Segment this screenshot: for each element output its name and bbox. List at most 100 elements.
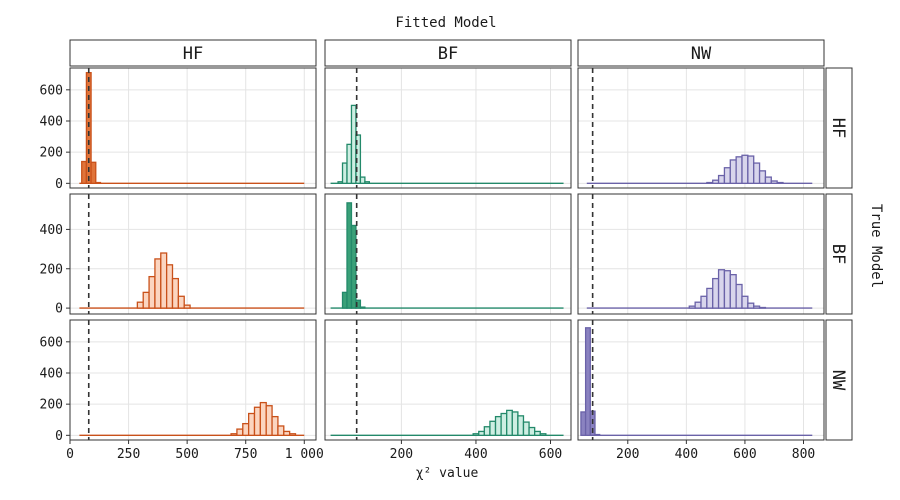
histogram-bar (753, 305, 761, 309)
strip-label-fitted-hf: HF (183, 44, 203, 64)
histogram-bar (717, 269, 726, 309)
histogram-bar (341, 291, 348, 309)
strip-true-bf (825, 193, 853, 315)
panel-background (325, 320, 571, 440)
histogram-bar (247, 412, 256, 436)
histogram-bar (735, 283, 743, 309)
panel-background (70, 320, 316, 440)
panel-border (324, 319, 572, 441)
histogram-bar (136, 301, 144, 309)
histogram-bar (729, 274, 737, 309)
histogram-bar (770, 180, 778, 184)
x-tick-label: 0 (66, 447, 74, 462)
histogram-bar (350, 224, 357, 309)
panel-border (69, 193, 317, 315)
histogram-bar (717, 174, 726, 184)
panel-nw-nw (577, 319, 825, 441)
panel-nw-bf (324, 319, 572, 441)
histogram-bar (517, 415, 525, 436)
histogram-bar (95, 181, 102, 184)
histogram-bar (253, 406, 262, 436)
histogram-bar (511, 411, 519, 436)
panel-bf-nw (577, 193, 825, 315)
y-tick-label: 200 (40, 146, 63, 161)
panel-border (69, 67, 317, 189)
y-tick-label: 600 (40, 83, 63, 98)
histogram-bar (364, 181, 371, 184)
histogram-bar (764, 176, 772, 184)
x-tick-label: 600 (733, 447, 756, 462)
histogram-bar (741, 295, 749, 309)
histogram-bar (337, 181, 344, 184)
histogram-bar (729, 159, 737, 184)
histogram-bar (90, 161, 97, 184)
histogram-bar (341, 162, 348, 184)
histogram-bar (472, 433, 480, 436)
panel-border (577, 193, 825, 315)
histogram-bar (494, 415, 502, 436)
histogram-bar (483, 426, 491, 436)
panel-background (70, 68, 316, 188)
panel-border (324, 193, 572, 315)
histogram-bar (747, 302, 755, 309)
histogram-bar (171, 277, 180, 309)
x-tick-label: 500 (175, 447, 198, 462)
histogram-bar (277, 425, 285, 436)
strip-label-fitted-nw: NW (691, 44, 712, 64)
y-tick-label: 200 (40, 398, 63, 413)
x-tick-label: 250 (117, 447, 140, 462)
strip-true-nw (825, 319, 853, 441)
y-tick-label: 400 (40, 223, 63, 238)
panel-hf-bf (324, 67, 572, 189)
y-tick-label: 600 (40, 335, 63, 350)
y-tick-label: 0 (55, 302, 63, 317)
strip-label-true-hf: HF (828, 118, 848, 138)
panel-bf-bf (324, 193, 572, 315)
panel-nw-hf (69, 319, 317, 441)
strip-fitted-bf (324, 39, 572, 67)
panel-background (578, 320, 824, 440)
histogram-bar (500, 412, 508, 436)
histogram-bar (747, 155, 755, 184)
histogram-bar (735, 156, 743, 184)
histogram-bar (148, 275, 156, 309)
histogram-bar (350, 104, 357, 184)
histogram-bar (183, 304, 191, 309)
histogram-bar (177, 295, 185, 309)
histogram-bar (694, 301, 702, 309)
histogram-bar (584, 327, 591, 436)
histogram-bar (259, 401, 267, 436)
x-tick-label: 200 (390, 447, 413, 462)
x-axis-label: χ² value (416, 466, 479, 481)
histogram-bar (142, 291, 150, 309)
histogram-bar (160, 252, 168, 309)
histogram-bar (265, 405, 273, 436)
strip-true-hf (825, 67, 853, 189)
histogram-bar (230, 433, 238, 436)
histogram-bar (528, 426, 536, 436)
panel-bf-hf (69, 193, 317, 315)
histogram-bar (594, 433, 601, 436)
histogram-bar (81, 160, 88, 184)
x-tick-label: 400 (675, 447, 698, 462)
histogram-bar (506, 409, 513, 436)
histogram-bar (753, 162, 761, 184)
panel-border (577, 319, 825, 441)
histogram-bar (700, 295, 708, 309)
y-tick-label: 400 (40, 366, 63, 381)
x-tick-label: 600 (539, 447, 562, 462)
histogram-bar (271, 415, 279, 436)
x-tick-label: 750 (234, 447, 257, 462)
y-tick-label: 400 (40, 114, 63, 129)
y-tick-label: 200 (40, 262, 63, 277)
y-tick-label: 0 (55, 429, 63, 444)
histogram-bar (580, 411, 587, 436)
histogram-bar (712, 179, 720, 184)
histogram-bar (776, 181, 784, 184)
histogram-bar (288, 433, 297, 436)
strip-fitted-hf (69, 39, 317, 67)
panel-border (324, 67, 572, 189)
histogram-bar (522, 421, 530, 436)
x-tick-label: 1 000 (285, 447, 324, 462)
